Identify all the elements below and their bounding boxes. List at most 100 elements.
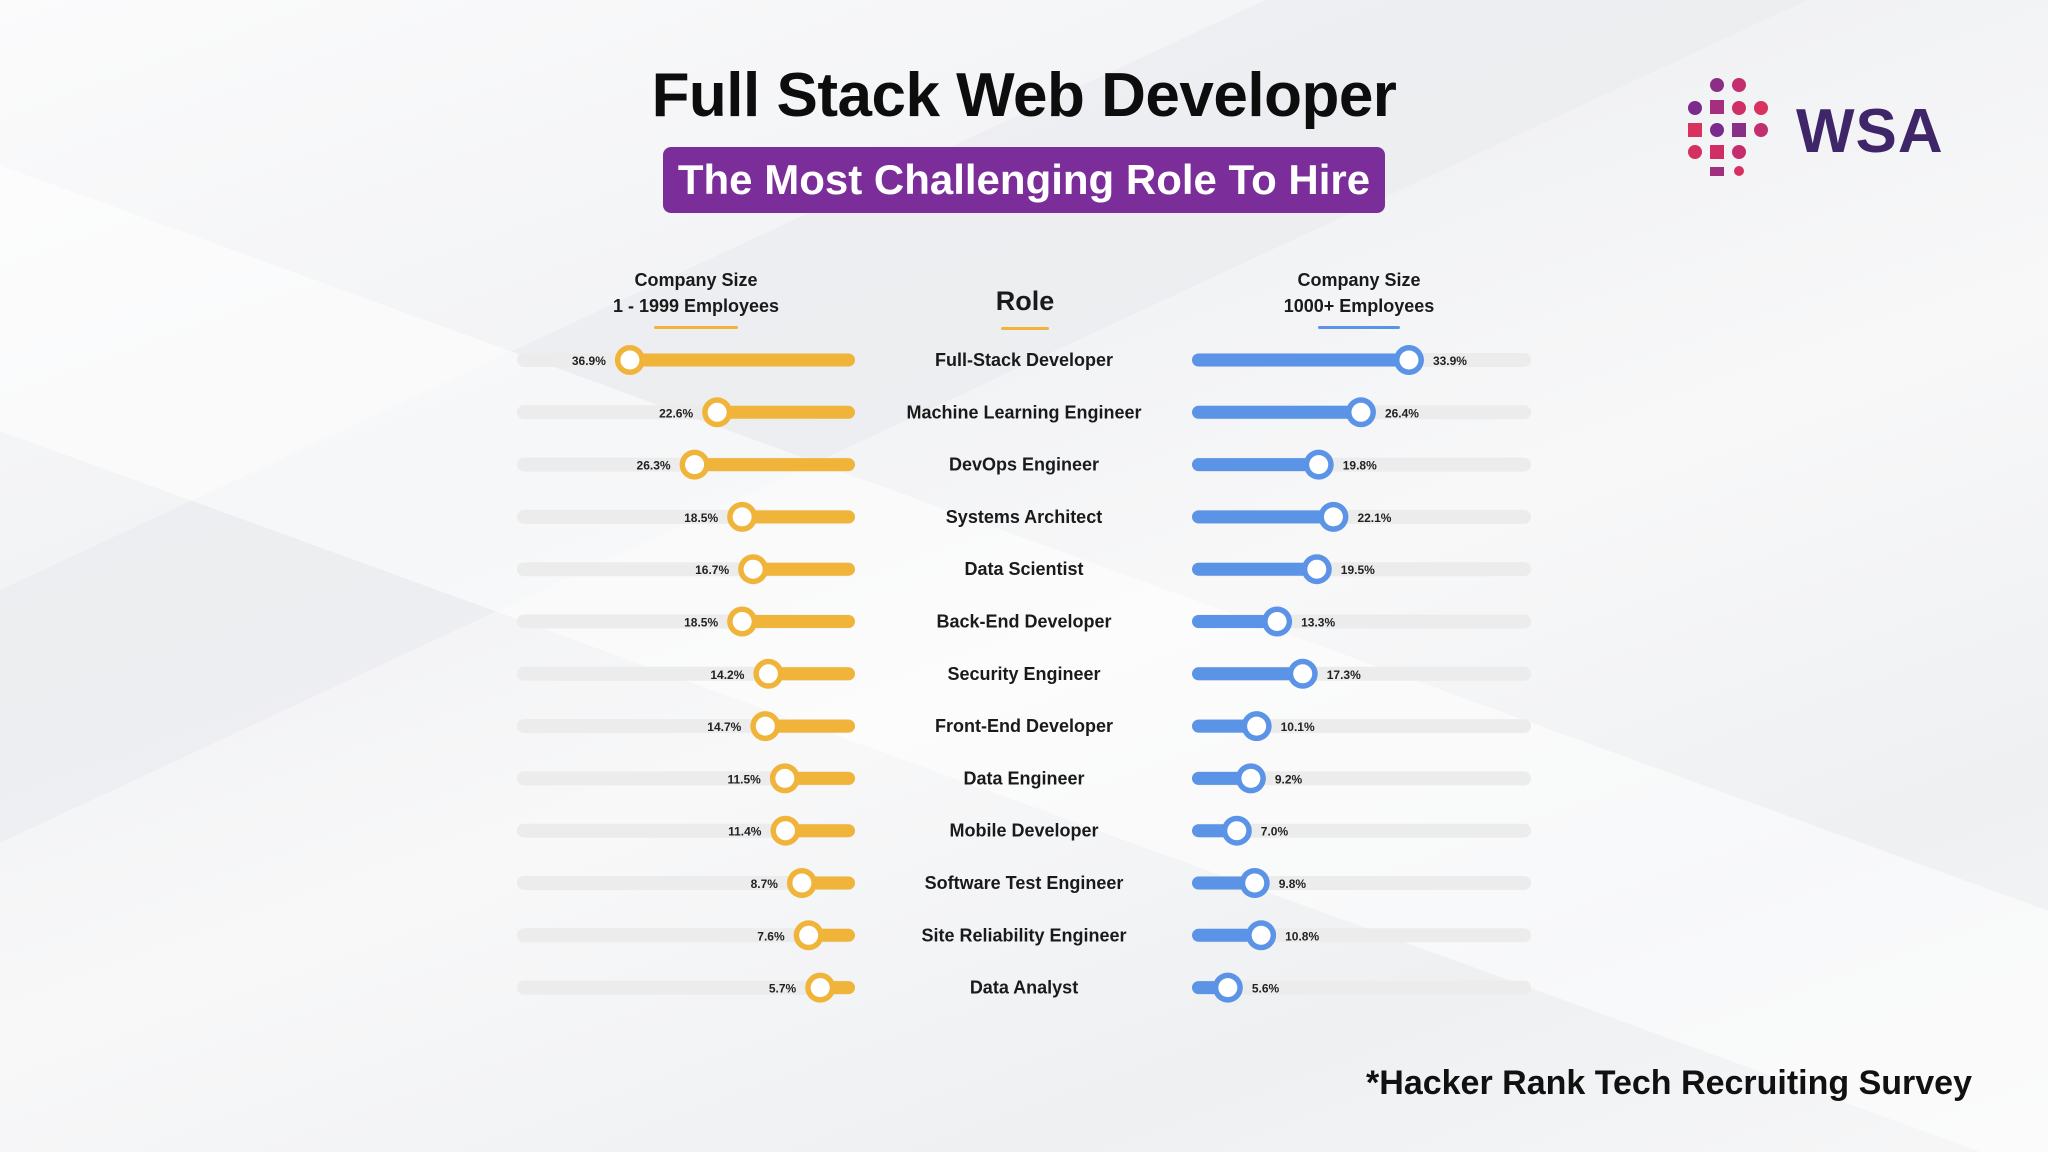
right-track	[1192, 928, 1531, 943]
chart-row: 18.5% Systems Architect 22.1%	[517, 501, 1531, 532]
left-value-label: 7.6%	[757, 929, 785, 943]
left-bar-knob-center	[775, 768, 795, 788]
role-label: Full-Stack Developer	[935, 350, 1113, 370]
left-track	[517, 980, 855, 995]
left-bar-knob-center	[810, 978, 830, 998]
right-bar-knob-center	[1399, 350, 1419, 370]
right-bar-knob-center	[1227, 821, 1247, 841]
left-bar-knob-center	[755, 716, 775, 736]
left-bar	[765, 719, 855, 733]
left-bar-knob-center	[732, 612, 752, 631]
right-series-header-line1: Company Size	[1297, 270, 1421, 290]
chart-row: 11.4% Mobile Developer 7.0%	[517, 815, 1531, 846]
left-value-label: 14.2%	[710, 668, 744, 682]
right-value-label: 22.1%	[1357, 511, 1391, 525]
left-bar	[694, 458, 855, 472]
right-bar	[1192, 510, 1334, 524]
left-bar-knob-center	[743, 559, 763, 579]
left-bar-knob-center	[620, 350, 640, 370]
left-series-header-line1: Company Size	[634, 270, 758, 290]
left-value-label: 26.3%	[637, 459, 671, 473]
right-track	[1192, 980, 1531, 995]
right-track	[1192, 719, 1531, 734]
right-value-label: 10.8%	[1285, 929, 1319, 943]
dot-grid-logo-icon	[1688, 78, 1768, 176]
chart-row: 5.7% Data Analyst 5.6%	[517, 972, 1531, 1003]
chart-row: 8.7% Software Test Engineer 9.8%	[517, 868, 1531, 898]
chart-row: 14.7% Front-End Developer 10.1%	[517, 711, 1531, 742]
role-label: Mobile Developer	[949, 821, 1098, 841]
chart-row: 7.6% Site Reliability Engineer 10.8%	[517, 920, 1531, 951]
right-bar	[1192, 928, 1262, 942]
right-bar	[1192, 615, 1278, 628]
right-bar	[1192, 771, 1251, 785]
right-value-label: 10.1%	[1281, 720, 1315, 734]
left-bar-knob-center	[799, 925, 819, 945]
left-value-label: 22.6%	[659, 406, 693, 420]
right-track	[1192, 823, 1531, 838]
chart-row: 36.9% Full-Stack Developer 33.9%	[517, 345, 1531, 375]
left-bar-knob-center	[707, 402, 727, 422]
left-track	[517, 928, 855, 943]
left-bar-knob-center	[685, 455, 705, 475]
right-value-label: 9.2%	[1275, 772, 1303, 786]
right-bar-knob-center	[1351, 402, 1371, 422]
right-bar-knob-center	[1218, 978, 1238, 998]
subtitle-banner: The Most Challenging Role To Hire	[663, 147, 1385, 213]
right-bar-knob-center	[1323, 507, 1343, 527]
left-value-label: 18.5%	[684, 511, 718, 525]
left-bar	[629, 353, 855, 367]
right-bar-knob-center	[1309, 455, 1329, 475]
right-bar	[1192, 562, 1317, 576]
left-value-label: 16.7%	[695, 563, 729, 577]
left-track	[517, 823, 855, 838]
left-bar	[768, 667, 855, 681]
right-bar	[1192, 458, 1319, 472]
right-series-header: Company Size 1000+ Employees	[1259, 267, 1459, 319]
chart-row: 26.3% DevOps Engineer 19.8%	[517, 449, 1531, 480]
right-bar-knob-center	[1241, 768, 1261, 788]
right-series-header-line2: 1000+ Employees	[1283, 296, 1435, 316]
role-label: Data Scientist	[964, 559, 1083, 579]
left-bar-knob-center	[732, 507, 752, 527]
right-bar	[1192, 719, 1257, 733]
left-header-underline	[654, 326, 738, 329]
right-bar	[1192, 353, 1409, 367]
left-value-label: 11.4%	[728, 825, 762, 839]
right-value-label: 13.3%	[1301, 616, 1335, 630]
left-series-header: Company Size 1 - 1999 Employees	[596, 267, 796, 319]
wsa-logo: WSA	[1688, 78, 1943, 176]
left-bar-knob-center	[758, 664, 778, 684]
chart-row: 18.5% Back-End Developer 13.3%	[517, 606, 1531, 637]
left-value-label: 18.5%	[684, 616, 718, 630]
chart-row: 11.5% Data Engineer 9.2%	[517, 763, 1531, 794]
role-label: Data Analyst	[970, 978, 1078, 998]
right-value-label: 19.5%	[1341, 563, 1375, 577]
left-bar	[742, 615, 855, 628]
left-bar	[717, 405, 855, 419]
right-bar-knob-center	[1267, 612, 1287, 631]
role-label: Front-End Developer	[935, 716, 1113, 736]
right-value-label: 33.9%	[1433, 354, 1467, 368]
role-label: DevOps Engineer	[949, 455, 1099, 475]
right-value-label: 19.8%	[1343, 459, 1377, 473]
left-value-label: 5.7%	[769, 982, 797, 996]
left-track	[517, 876, 855, 890]
right-bar-knob-center	[1245, 873, 1265, 893]
left-value-label: 8.7%	[751, 877, 779, 891]
left-bar-knob-center	[792, 873, 812, 893]
right-track	[1192, 876, 1531, 890]
left-value-label: 14.7%	[707, 720, 741, 734]
role-label: Site Reliability Engineer	[921, 925, 1126, 945]
right-track	[1192, 771, 1531, 786]
role-column-header: Role	[995, 286, 1055, 316]
role-label: Back-End Developer	[936, 612, 1111, 632]
right-value-label: 5.6%	[1252, 982, 1280, 996]
left-series-header-line2: 1 - 1999 Employees	[612, 296, 780, 316]
role-label: Systems Architect	[946, 507, 1102, 527]
right-value-label: 17.3%	[1327, 668, 1361, 682]
left-value-label: 36.9%	[572, 354, 606, 368]
left-bar	[753, 562, 855, 576]
page-title: Full Stack Web Developer	[651, 61, 1397, 130]
